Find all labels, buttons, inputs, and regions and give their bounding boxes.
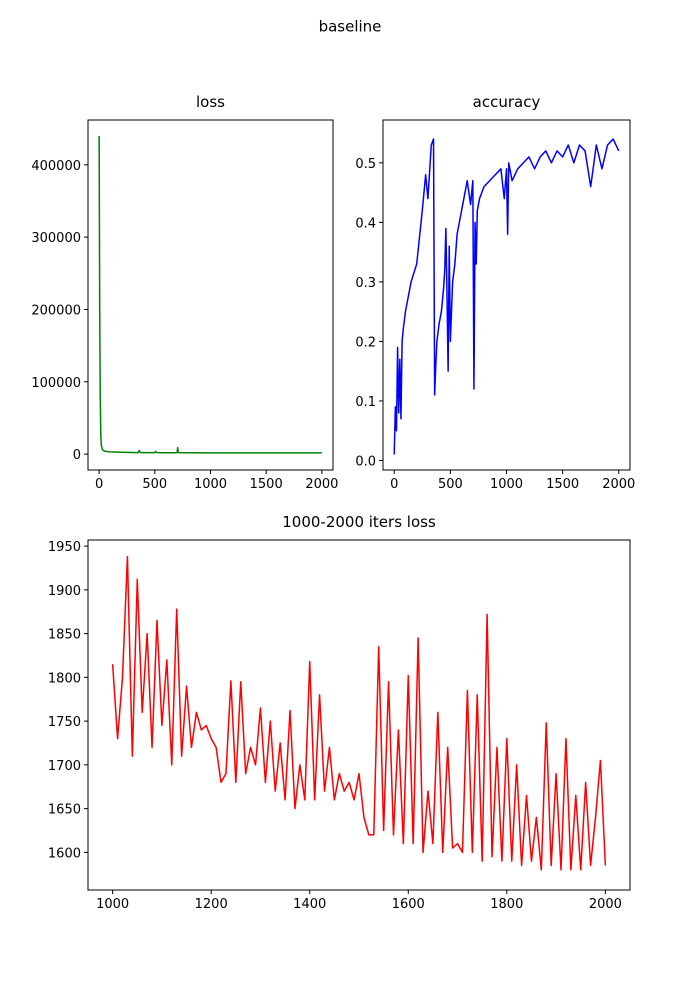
x-tick-label: 1500 xyxy=(546,477,579,492)
plot-area xyxy=(111,555,607,871)
plot-area xyxy=(393,138,620,455)
figure-title: baseline xyxy=(319,18,382,36)
y-tick-label: 0.2 xyxy=(355,335,376,350)
axes-frame xyxy=(87,539,631,891)
x-tick-label: 1400 xyxy=(293,897,326,912)
axes-title: loss xyxy=(196,93,225,111)
x-tick-label: 2000 xyxy=(305,477,338,492)
x-tick-label: 2000 xyxy=(589,897,622,912)
data-line xyxy=(111,555,607,871)
x-tick-label: 1000 xyxy=(194,477,227,492)
y-tick-label: 1950 xyxy=(48,540,81,555)
y-tick-label: 1850 xyxy=(48,628,81,643)
x-tick-label: 2000 xyxy=(602,477,635,492)
y-tick-label: 1800 xyxy=(48,671,81,686)
y-tick-label: 300000 xyxy=(31,231,81,246)
y-tick-label: 100000 xyxy=(31,376,81,391)
y-tick-label: 200000 xyxy=(31,303,81,318)
axes-title: 1000-2000 iters loss xyxy=(282,513,436,531)
x-tick-label: 500 xyxy=(142,477,167,492)
x-tick-label: 1000 xyxy=(96,897,129,912)
y-tick-label: 0 xyxy=(73,448,81,463)
y-tick-label: 1650 xyxy=(48,803,81,818)
x-tick-label: 1200 xyxy=(195,897,228,912)
data-line xyxy=(98,135,322,454)
x-tick-label: 500 xyxy=(438,477,463,492)
x-tick-label: 1800 xyxy=(490,897,523,912)
y-tick-label: 1900 xyxy=(48,584,81,599)
x-tick-label: 1600 xyxy=(392,897,425,912)
axes-frame xyxy=(87,119,334,471)
y-tick-label: 0.4 xyxy=(355,216,376,231)
x-tick-label: 1000 xyxy=(490,477,523,492)
y-tick-label: 1600 xyxy=(48,846,81,861)
y-tick-label: 1750 xyxy=(48,715,81,730)
y-tick-label: 400000 xyxy=(31,159,81,174)
y-tick-label: 0.0 xyxy=(355,454,376,469)
axes-title: accuracy xyxy=(473,93,541,111)
y-tick-label: 1700 xyxy=(48,759,81,774)
y-tick-label: 0.1 xyxy=(355,395,376,410)
x-tick-label: 0 xyxy=(390,477,398,492)
y-tick-label: 0.3 xyxy=(355,276,376,291)
x-tick-label: 0 xyxy=(95,477,103,492)
y-tick-label: 0.5 xyxy=(355,157,376,172)
plot-area xyxy=(98,135,322,454)
axes-frame xyxy=(382,119,631,471)
data-line xyxy=(393,138,620,455)
x-tick-label: 1500 xyxy=(250,477,283,492)
